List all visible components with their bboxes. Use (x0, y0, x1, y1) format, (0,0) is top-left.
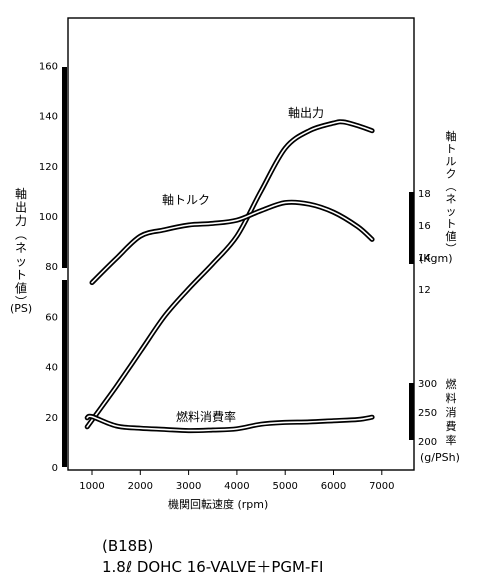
x-tick-label: 4000 (224, 481, 249, 492)
fuel-tick-label: 200 (418, 437, 437, 448)
left-axis-label-char: 値 (15, 281, 27, 296)
fuel-axis-label-char: 燃 (446, 377, 457, 391)
fuel-axis-label-char: 料 (446, 391, 457, 405)
power-curve-outline (84, 119, 375, 430)
x-axis-ticks: 1000 2000 3000 4000 5000 6000 7000 (79, 470, 395, 492)
engine-caption-code: (B18B) (102, 537, 154, 555)
left-axis-bar (62, 67, 67, 268)
left-tick-label: 140 (39, 112, 58, 123)
x-tick-label: 7000 (369, 481, 394, 492)
torque-tick-label: 18 (418, 189, 431, 200)
left-tick-label: 120 (39, 162, 58, 173)
torque-axis-label-char: ト (446, 218, 457, 231)
power-curve (86, 120, 373, 428)
fuel-axis-label-char: 費 (446, 419, 457, 433)
x-tick-label: 1000 (79, 481, 104, 492)
right-axis-bar (409, 192, 414, 264)
left-axis-label-char: 出 (15, 201, 27, 215)
plot-frame (67, 17, 415, 471)
left-tick-label: 100 (39, 212, 58, 223)
torque-axis-label-char: ト (446, 143, 457, 156)
series-label-power: 軸出力 (288, 106, 324, 120)
fuel-axis-label-char: 率 (446, 433, 457, 447)
fuel-tick-label: 250 (418, 408, 437, 419)
left-axis-label-char: ネ (15, 241, 27, 255)
fuel-axis-unit: (g/PSh) (420, 451, 460, 464)
x-tick-label: 3000 (176, 481, 201, 492)
left-tick-label: 80 (45, 262, 58, 273)
torque-axis-unit: (Kgm) (419, 252, 453, 265)
fuel-axis-label: 燃料消費率 (446, 377, 457, 447)
right-axis-bar (409, 383, 414, 440)
torque-axis-label-char: ク (446, 168, 457, 181)
left-axis-ticks: 0 20 40 60 80 100 120 140 160 (39, 61, 58, 474)
torque-axis-ticks: 12 14 16 18 (418, 189, 431, 296)
axis-bars (62, 67, 414, 467)
left-axis-label-char: 軸 (15, 187, 27, 201)
left-axis-label-char: ︶ (15, 295, 27, 309)
torque-tick-label: 16 (418, 221, 431, 232)
series-label-fuel: 燃料消費率 (176, 409, 236, 424)
left-tick-label: 20 (45, 413, 58, 424)
x-tick-label: 2000 (128, 481, 153, 492)
fuel-consumption-curve (86, 415, 373, 432)
left-axis-bar (62, 280, 67, 467)
torque-axis-label-char: ︵ (446, 180, 457, 193)
x-axis-label: 機関回転速度 (rpm) (168, 497, 268, 511)
left-tick-label: 40 (45, 363, 58, 374)
torque-tick-label: 12 (418, 285, 431, 296)
left-tick-label: 160 (39, 61, 58, 72)
fuel-axis-label-char: 消 (446, 405, 457, 419)
torque-axis-label-char: 値 (446, 230, 457, 243)
series-curves (84, 119, 375, 434)
left-axis-label-char: 力 (15, 214, 27, 228)
left-tick-label: 60 (45, 312, 58, 323)
x-tick-label: 6000 (321, 481, 346, 492)
engine-caption-spec: 1.8ℓ DOHC 16-VALVE＋PGM-FI (102, 558, 324, 576)
left-axis-unit: (PS) (10, 302, 32, 315)
torque-axis-label-char: ︶ (446, 243, 457, 256)
torque-curve (91, 201, 373, 284)
left-axis-label-char: ト (15, 268, 27, 282)
torque-axis-label-char: 軸 (446, 129, 457, 143)
torque-axis-label-char: ッ (446, 205, 457, 218)
torque-tick-label: 14 (418, 253, 431, 264)
left-axis-label-char: ッ (15, 255, 27, 269)
torque-axis-label-char: ル (446, 155, 457, 168)
left-axis-label-char: ︵ (15, 228, 27, 242)
series-label-torque: 軸トルク (162, 193, 210, 207)
x-tick-label: 5000 (272, 481, 297, 492)
fuel-axis-ticks: 200 250 300 (418, 379, 437, 448)
torque-axis-label-char: ネ (446, 193, 457, 206)
fuel-tick-label: 300 (418, 379, 437, 390)
left-tick-label: 0 (52, 463, 58, 474)
